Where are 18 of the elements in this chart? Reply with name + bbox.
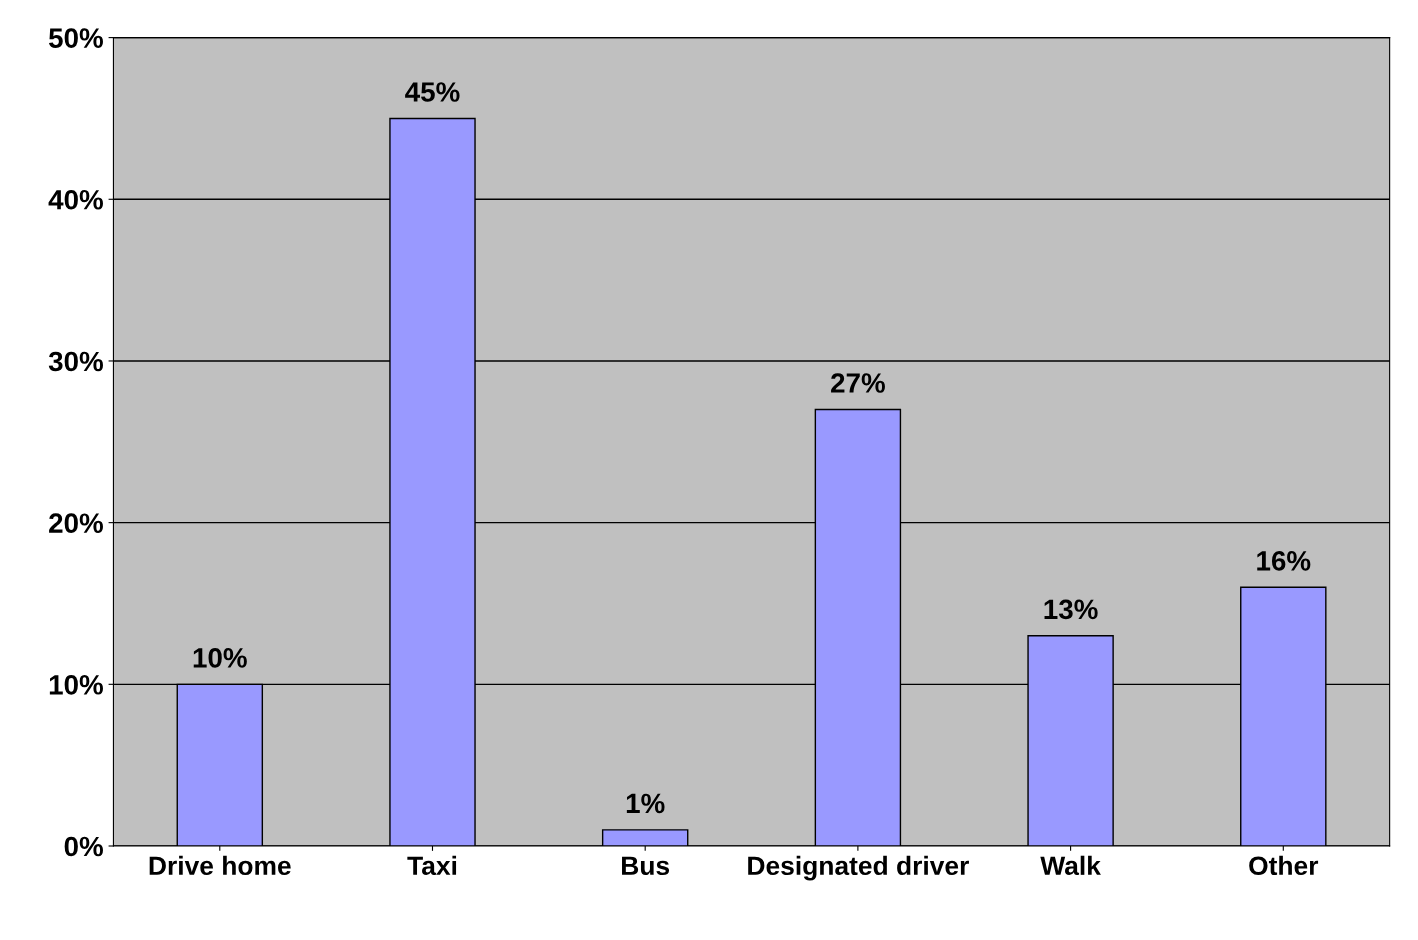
y-tick-label: 0% xyxy=(64,836,103,857)
y-tick-label: 10% xyxy=(49,674,103,695)
x-tick-label: Other xyxy=(1249,855,1319,876)
y-tick-label: 30% xyxy=(48,351,103,372)
y-tick-label: 20% xyxy=(49,513,103,533)
x-tick-label: Walk xyxy=(1040,855,1101,876)
x-tick-label: Drive home xyxy=(149,855,291,876)
data-label: 10% xyxy=(193,648,247,668)
x-tick-label: Bus xyxy=(622,856,670,876)
data-label: 27% xyxy=(831,373,885,393)
data-label: 45% xyxy=(405,82,460,102)
data-label: 13% xyxy=(1044,599,1098,620)
y-tick-label: 40% xyxy=(48,189,103,210)
x-tick-label: Taxi xyxy=(407,855,457,876)
y-tick-label: 50% xyxy=(48,28,103,48)
data-label: 1% xyxy=(626,793,665,814)
data-label: 16% xyxy=(1257,551,1311,571)
x-tick-label: Designated driver xyxy=(748,855,969,881)
